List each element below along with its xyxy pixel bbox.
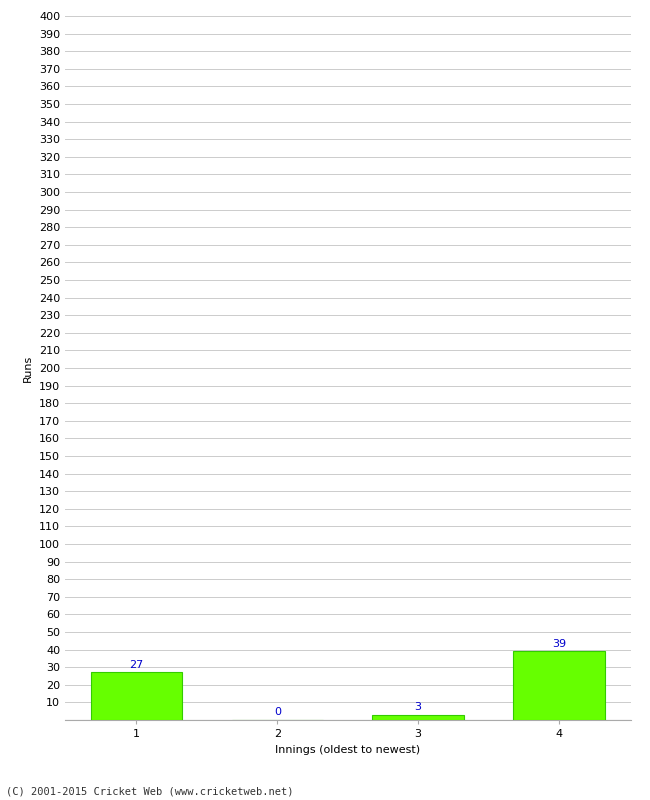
Bar — [372, 714, 464, 720]
Text: 27: 27 — [129, 660, 144, 670]
Bar — [91, 673, 182, 720]
Bar — [514, 651, 604, 720]
Text: (C) 2001-2015 Cricket Web (www.cricketweb.net): (C) 2001-2015 Cricket Web (www.cricketwe… — [6, 786, 294, 796]
X-axis label: Innings (oldest to newest): Innings (oldest to newest) — [275, 745, 421, 754]
Text: 0: 0 — [274, 707, 281, 718]
Text: 39: 39 — [552, 638, 566, 649]
Text: 3: 3 — [415, 702, 422, 712]
Y-axis label: Runs: Runs — [23, 354, 33, 382]
